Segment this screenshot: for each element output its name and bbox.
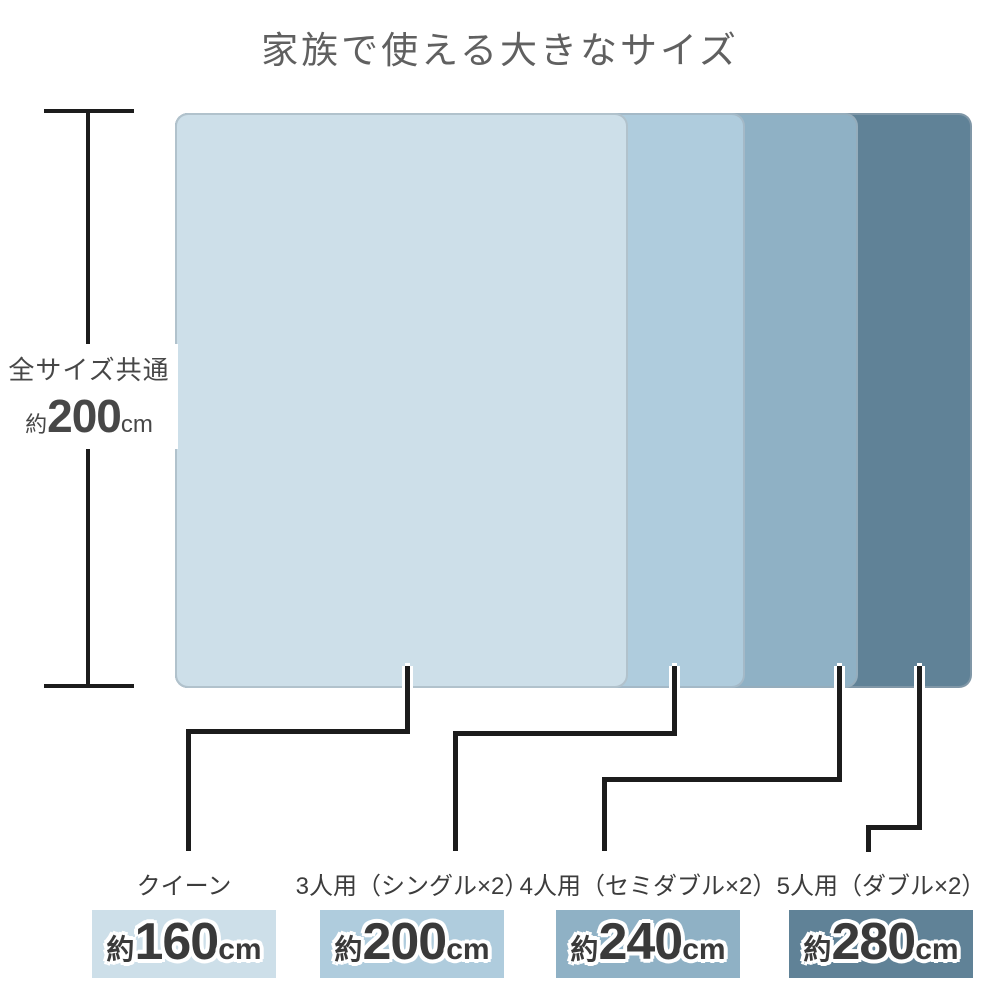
size-badge-240: 約240cm [556, 910, 740, 978]
leader-240-horizontal [602, 777, 842, 782]
leader-200-tail [453, 731, 458, 851]
leader-200-horizontal [453, 731, 677, 736]
size-badge-160: 約160cm [92, 910, 276, 978]
size-badge-200: 約200cm [320, 910, 504, 978]
size-name-200: 3人用（シングル×2） [295, 873, 529, 900]
leader-280-drop [917, 666, 922, 830]
leader-280-tail [866, 825, 871, 852]
size-group-160: クイーン 約160cm [54, 866, 314, 978]
common-height-label: 全サイズ共通 約200cm [0, 344, 178, 449]
leader-200-drop [672, 666, 677, 736]
measure-cap-bottom [44, 684, 134, 688]
common-height-text: 全サイズ共通 [8, 355, 170, 385]
size-name-160: クイーン [136, 873, 232, 900]
size-group-240: 4人用（セミダブル×2） 約240cm [518, 866, 778, 978]
size-rect-160cm [175, 113, 628, 688]
leader-160-tail [186, 729, 191, 851]
page-title: 家族で使える大きなサイズ [261, 30, 739, 71]
measure-cap-top [44, 109, 134, 113]
leader-160-horizontal [186, 729, 410, 734]
size-group-280: 5人用（ダブル×2） 約280cm [751, 866, 1000, 978]
size-badge-280: 約280cm [789, 910, 973, 978]
size-name-240: 4人用（セミダブル×2） [519, 873, 777, 900]
leader-160-drop [405, 666, 410, 734]
leader-240-drop [837, 666, 842, 782]
leader-240-tail [602, 777, 607, 851]
size-group-200: 3人用（シングル×2） 約200cm [282, 866, 542, 978]
common-height-value: 約200cm [25, 390, 153, 442]
leader-280-horizontal [866, 825, 922, 830]
size-name-280: 5人用（ダブル×2） [776, 873, 986, 900]
